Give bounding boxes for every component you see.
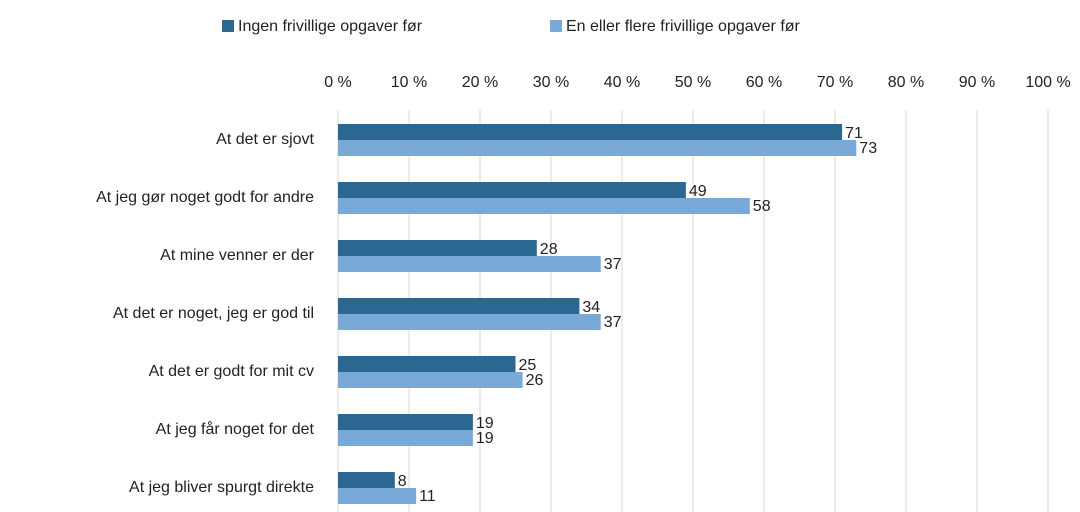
y-tick-label: At mine venner er der [160,247,315,264]
x-tick-label: 60 % [746,74,782,91]
data-label: 19 [476,415,494,432]
legend-label: Ingen frivillige opgaver før [238,18,423,35]
legend-swatch [550,20,562,32]
data-label: 73 [859,140,877,157]
bar [338,356,516,372]
data-label: 8 [398,473,407,490]
bar [338,472,395,488]
y-tick-label: At jeg gør noget godt for andre [96,189,314,206]
data-label: 19 [476,430,494,447]
x-tick-label: 70 % [817,74,853,91]
bar [338,256,601,272]
bar [338,182,686,198]
legend-label: En eller flere frivillige opgaver før [566,18,801,35]
bar [338,298,580,314]
data-label: 71 [845,125,863,142]
data-label: 11 [419,488,436,505]
x-tick-label: 0 % [324,74,352,91]
data-label: 49 [689,183,707,200]
data-label: 58 [753,198,771,215]
bar [338,198,750,214]
x-tick-label: 40 % [604,74,640,91]
bar [338,124,843,140]
x-tick-label: 80 % [888,74,924,91]
x-tick-label: 10 % [391,74,427,91]
data-label: 37 [604,256,622,273]
data-label: 37 [604,314,622,331]
y-tick-label: At det er noget, jeg er god til [113,305,314,322]
y-tick-label: At det er sjovt [216,131,314,148]
data-label: 34 [582,299,600,316]
x-tick-label: 90 % [959,74,995,91]
y-tick-label: At jeg får noget for det [156,420,315,438]
y-tick-label: At jeg bliver spurgt direkte [129,479,314,496]
bar [338,372,523,388]
bar [338,314,601,330]
y-tick-label: At det er godt for mit cv [149,363,314,380]
bar [338,140,857,156]
legend-swatch [222,20,234,32]
data-label: 25 [519,357,537,374]
bar [338,430,473,446]
x-tick-label: 100 % [1025,74,1070,91]
x-tick-label: 20 % [462,74,498,91]
bar [338,488,417,504]
x-tick-label: 50 % [675,74,711,91]
data-label: 28 [540,241,558,258]
bar [338,240,537,256]
bar [338,414,473,430]
data-label: 26 [526,372,544,389]
x-tick-label: 30 % [533,74,569,91]
